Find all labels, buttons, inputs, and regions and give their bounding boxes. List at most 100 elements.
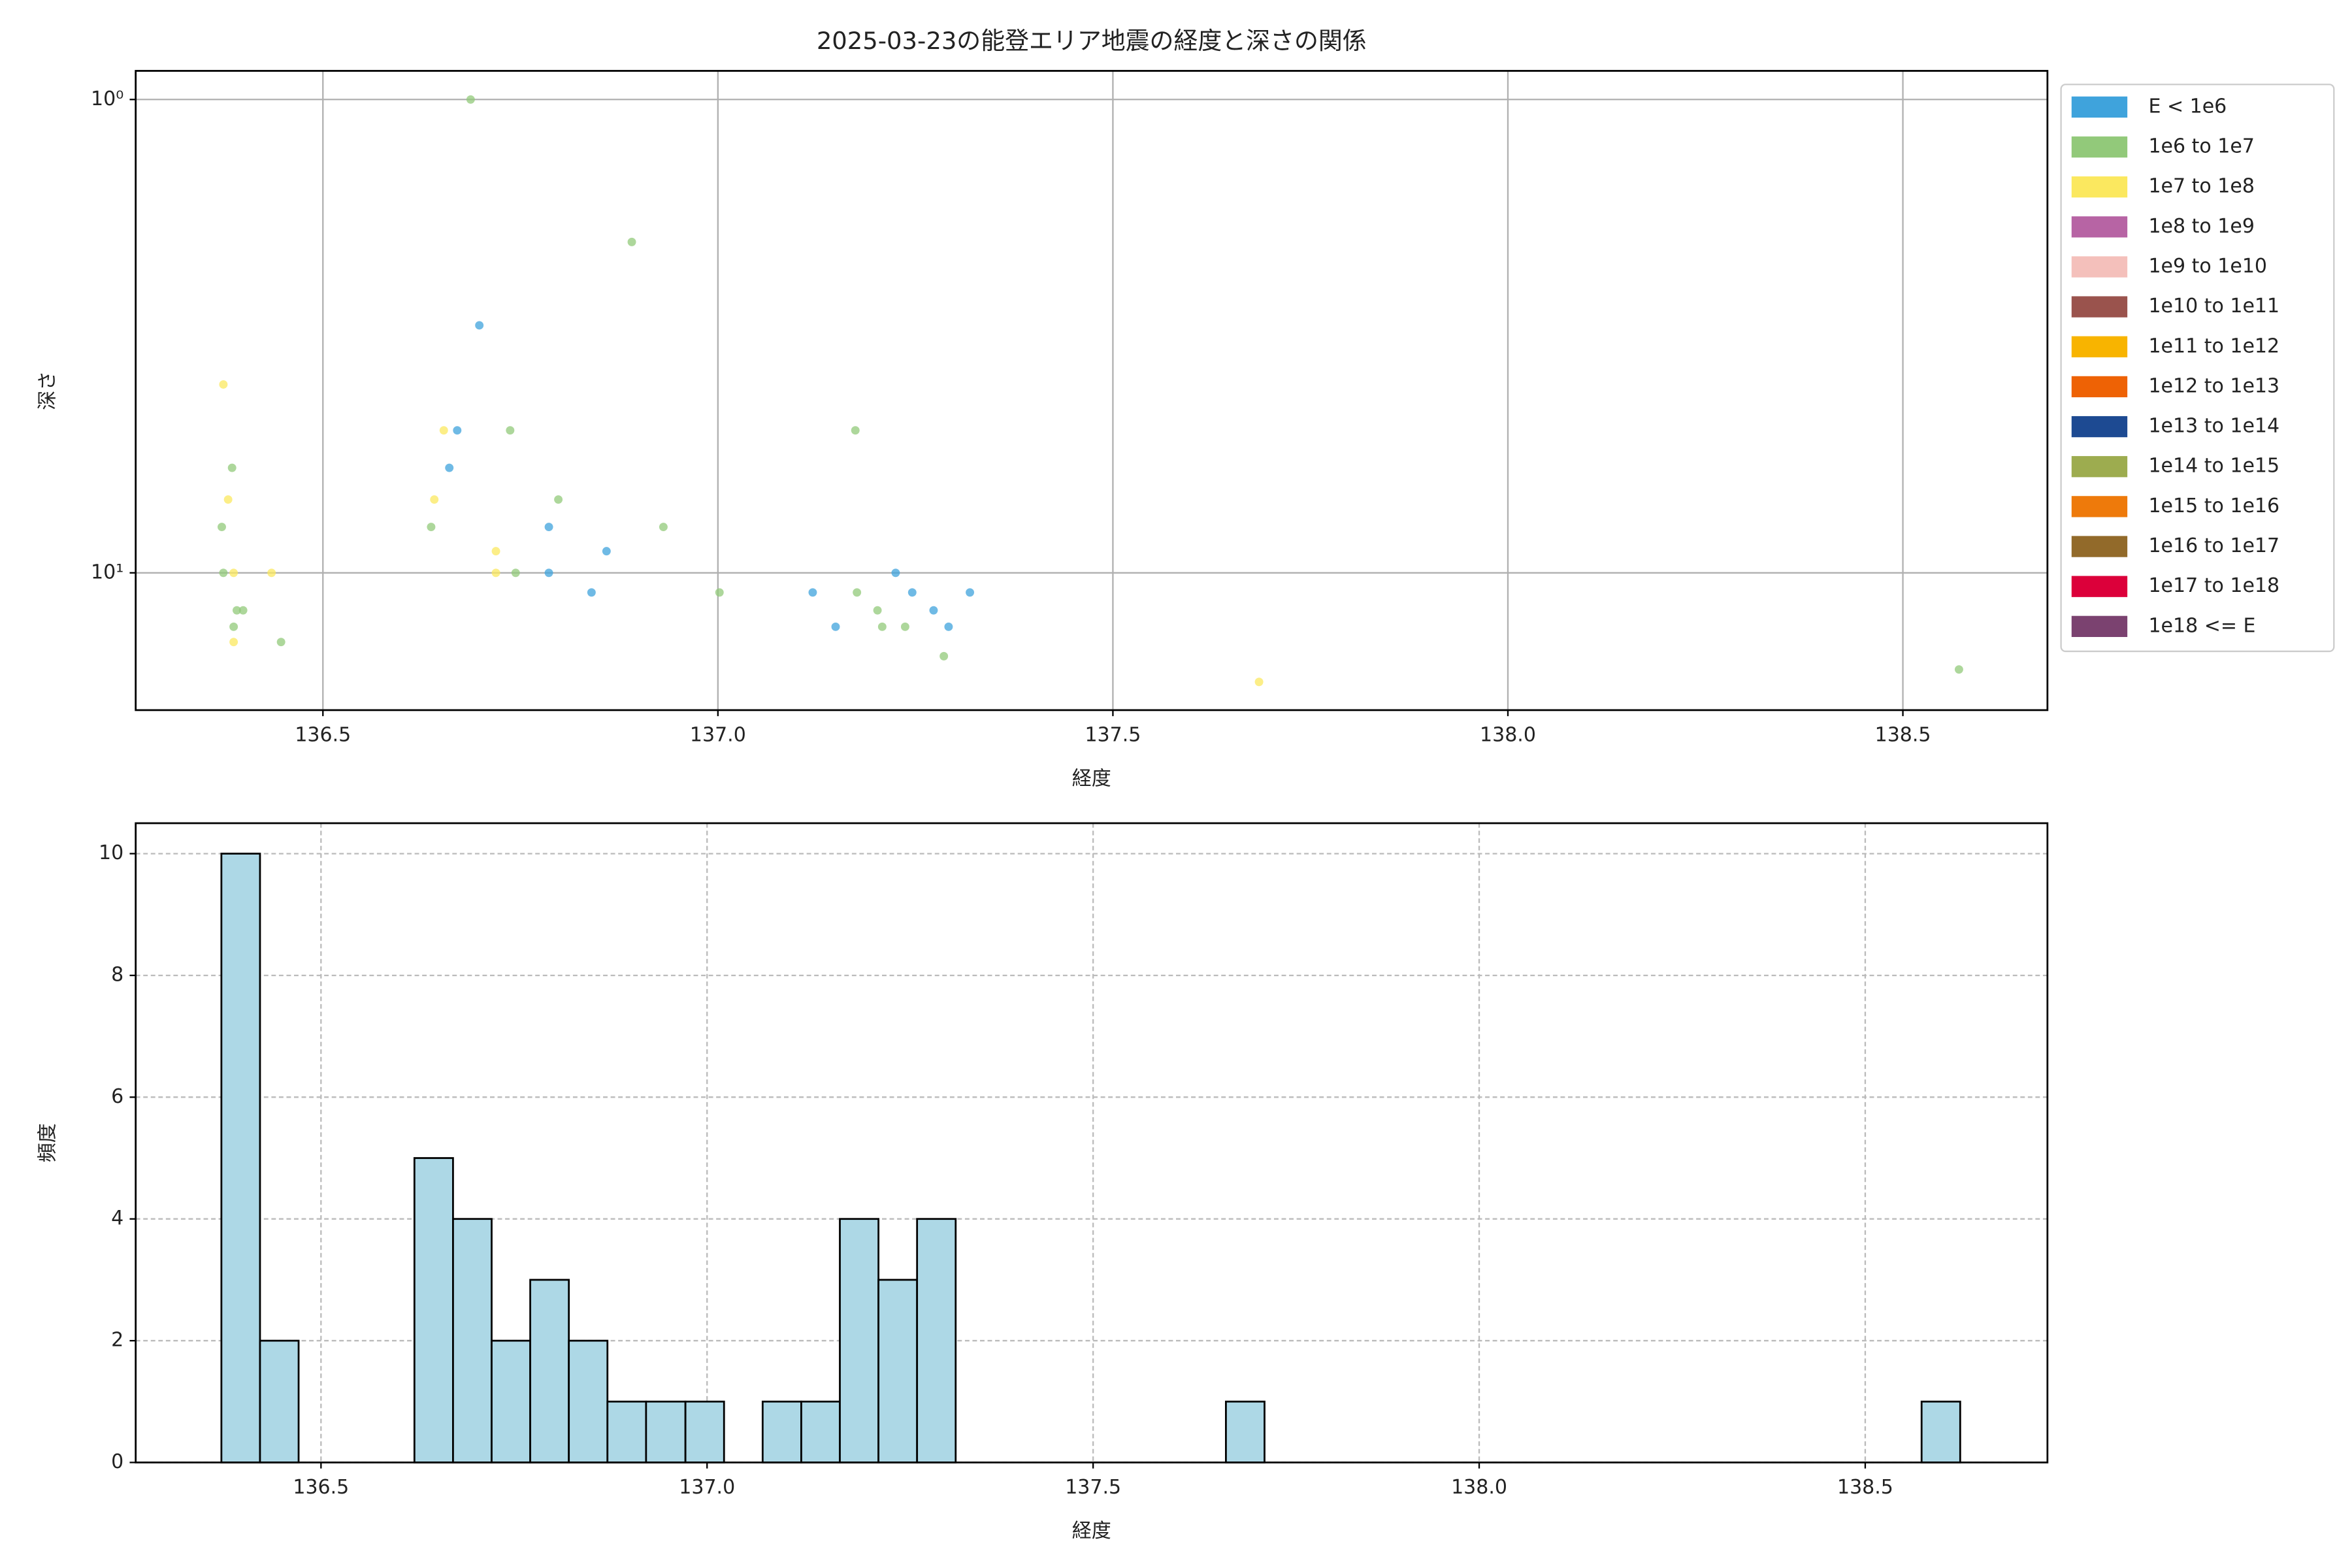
- legend-swatch: [2071, 376, 2128, 398]
- legend-swatch: [2071, 536, 2128, 557]
- y-tick-label: 4: [111, 1207, 123, 1230]
- point: [873, 606, 882, 615]
- plot-frame: [135, 70, 2049, 711]
- point: [427, 523, 436, 532]
- point: [219, 380, 228, 389]
- point: [1954, 665, 1963, 674]
- plot-frame: [135, 822, 2049, 1463]
- point: [808, 588, 817, 597]
- legend-frame: [2060, 84, 2335, 653]
- legend-label: 1e7 to 1e8: [2148, 175, 2254, 198]
- y-axis-label: 深さ: [36, 371, 59, 410]
- x-tick-label: 137.5: [1065, 1476, 1121, 1499]
- point: [544, 568, 553, 578]
- point: [891, 568, 900, 578]
- y-axis-label: 頻度: [36, 1123, 59, 1162]
- point: [229, 638, 238, 647]
- legend-label: 1e15 to 1e16: [2148, 495, 2279, 517]
- x-tick-label: 137.5: [1085, 724, 1141, 747]
- legend-label: 1e13 to 1e14: [2148, 415, 2279, 438]
- bar: [259, 1339, 300, 1463]
- point: [939, 651, 949, 661]
- point: [544, 523, 553, 532]
- point: [853, 588, 862, 597]
- legend-swatch: [2071, 256, 2128, 278]
- legend-swatch: [2071, 416, 2128, 438]
- legend-label: E < 1e6: [2148, 95, 2227, 118]
- x-tick-label: 137.0: [690, 724, 746, 747]
- point: [453, 426, 462, 435]
- bar: [761, 1400, 802, 1463]
- legend-label: 1e10 to 1e11: [2148, 295, 2279, 318]
- y-tick-label: 10¹: [91, 561, 123, 583]
- point: [227, 463, 237, 472]
- bar: [413, 1157, 454, 1463]
- point: [491, 568, 500, 578]
- y-tick-label: 10: [99, 841, 123, 864]
- legend-swatch: [2071, 96, 2128, 118]
- bar: [491, 1339, 531, 1463]
- point: [966, 588, 975, 597]
- chart-title: 2025-03-23の能登エリア地震の経度と深さの関係: [817, 27, 1367, 55]
- point: [511, 568, 520, 578]
- bar: [839, 1218, 879, 1463]
- bar: [1225, 1400, 1266, 1463]
- bar: [452, 1218, 493, 1463]
- point: [267, 568, 276, 578]
- legend-swatch: [2071, 615, 2128, 637]
- point: [229, 568, 238, 578]
- y-tick-label: 6: [111, 1085, 123, 1108]
- x-tick-label: 138.0: [1451, 1476, 1507, 1499]
- point: [1254, 678, 1264, 687]
- point: [506, 426, 515, 435]
- legend-swatch: [2071, 496, 2128, 517]
- legend-swatch: [2071, 576, 2128, 597]
- bar: [220, 853, 261, 1463]
- bar: [800, 1400, 841, 1463]
- bar: [877, 1279, 919, 1463]
- y-tick-label: 0: [111, 1450, 123, 1473]
- legend-label: 1e11 to 1e12: [2148, 335, 2279, 357]
- point: [627, 237, 636, 246]
- point: [929, 606, 938, 615]
- legend-label: 1e12 to 1e13: [2148, 374, 2279, 397]
- point: [900, 622, 909, 631]
- x-tick-label: 138.5: [1875, 724, 1931, 747]
- bar: [684, 1400, 725, 1463]
- point: [439, 426, 448, 435]
- point: [907, 588, 917, 597]
- point: [466, 95, 475, 104]
- point: [233, 606, 241, 615]
- point: [276, 638, 286, 647]
- point: [554, 495, 563, 504]
- y-tick-label: 10⁰: [91, 88, 123, 110]
- x-tick-label: 138.0: [1480, 724, 1536, 747]
- point: [223, 495, 233, 504]
- legend-swatch: [2071, 136, 2128, 158]
- point: [587, 588, 596, 597]
- legend-label: 1e14 to 1e15: [2148, 455, 2279, 478]
- point: [491, 547, 500, 556]
- legend-swatch: [2071, 216, 2128, 238]
- x-tick-label: 136.5: [293, 1476, 349, 1499]
- x-tick-label: 138.5: [1837, 1476, 1893, 1499]
- bar: [645, 1400, 687, 1463]
- legend: E < 1e6 1e6 to 1e7 1e7 to 1e8 1e8 to 1e9 1e9…: [2060, 84, 2335, 653]
- legend-label: 1e16 to 1e17: [2148, 534, 2279, 557]
- point: [877, 622, 887, 631]
- bar: [529, 1279, 570, 1463]
- point: [851, 426, 860, 435]
- x-tick-label: 137.0: [679, 1476, 735, 1499]
- y-tick-label: 2: [111, 1329, 123, 1352]
- x-tick-label: 136.5: [295, 724, 351, 747]
- x-axis-label: 経度: [1072, 1520, 1111, 1543]
- point: [944, 622, 953, 631]
- legend-label: 1e8 to 1e9: [2148, 215, 2254, 238]
- bar: [916, 1218, 957, 1463]
- x-axis-label: 経度: [1072, 768, 1111, 791]
- legend-label: 1e17 to 1e18: [2148, 574, 2279, 597]
- bar: [606, 1400, 647, 1463]
- bar: [1920, 1400, 1961, 1463]
